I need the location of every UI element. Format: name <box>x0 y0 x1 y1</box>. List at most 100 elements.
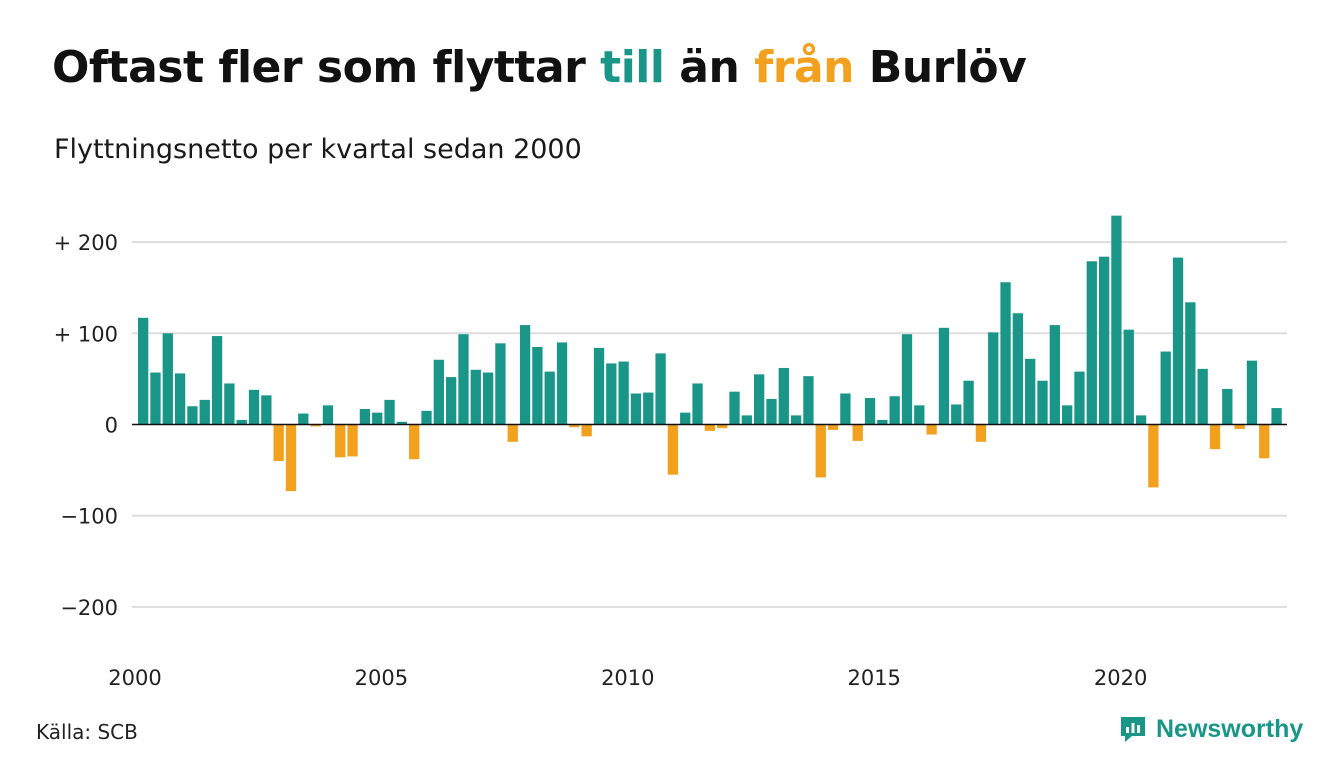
title-word-fran: från <box>754 42 854 93</box>
bar <box>630 393 642 425</box>
bar <box>261 395 272 425</box>
bar <box>1234 424 1245 430</box>
newsworthy-logo-icon <box>1121 717 1145 742</box>
bar <box>852 424 863 441</box>
bar <box>1246 360 1258 425</box>
bar <box>1098 256 1110 425</box>
bar <box>1271 408 1282 425</box>
bar <box>236 419 247 425</box>
x-tick-label: 2005 <box>355 666 408 690</box>
bar <box>162 333 173 425</box>
bar <box>926 424 937 435</box>
bar <box>803 376 814 425</box>
bar <box>1012 313 1024 425</box>
bar <box>187 406 198 425</box>
bar <box>1123 329 1134 425</box>
bar <box>606 363 617 425</box>
bar <box>1049 325 1060 425</box>
bar <box>1160 351 1171 425</box>
bar <box>174 373 186 425</box>
bar <box>569 424 580 428</box>
title-part-1: Oftast fler som flyttar <box>52 42 601 93</box>
bar <box>1222 388 1233 425</box>
bar <box>790 415 802 425</box>
bar <box>643 392 654 425</box>
bar <box>384 399 395 425</box>
bar <box>1197 368 1208 425</box>
bar <box>482 372 494 425</box>
bar <box>1037 380 1048 425</box>
y-tick-label: + 100 <box>54 322 118 346</box>
x-tick-label: 2010 <box>601 666 654 690</box>
bar <box>310 424 321 427</box>
bar <box>840 393 851 425</box>
bar <box>778 367 789 425</box>
bar <box>914 405 925 425</box>
bar <box>741 415 752 425</box>
bar <box>372 412 383 425</box>
bar <box>951 404 962 425</box>
bar <box>581 424 592 437</box>
bar <box>1074 371 1085 425</box>
bar <box>754 374 765 425</box>
y-tick-label: 0 <box>105 414 118 438</box>
bar <box>1062 405 1073 425</box>
bar <box>544 371 555 425</box>
bar <box>446 377 457 425</box>
title-part-2: än <box>664 42 755 93</box>
bar <box>667 424 679 475</box>
bar <box>519 325 531 425</box>
bar <box>359 409 371 425</box>
chart-subtitle: Flyttningsnetto per kvartal sedan 2000 <box>54 134 582 165</box>
x-tick-label: 2020 <box>1094 666 1147 690</box>
bar <box>864 398 876 425</box>
bar <box>224 383 235 425</box>
bar <box>963 380 974 425</box>
bar <box>470 369 481 425</box>
bar <box>199 399 210 425</box>
x-tick-label: 2015 <box>847 666 900 690</box>
bar <box>458 334 469 425</box>
bar <box>322 405 334 425</box>
bar <box>1000 282 1011 425</box>
bar <box>495 343 506 425</box>
bar <box>1111 215 1122 425</box>
bar <box>766 398 777 425</box>
bar <box>507 424 518 442</box>
bar <box>901 334 913 425</box>
title-word-till: till <box>600 42 665 93</box>
bar <box>680 412 691 425</box>
bar <box>975 424 987 442</box>
bar <box>248 389 260 425</box>
bar <box>409 424 420 460</box>
bar <box>1185 302 1196 425</box>
bar <box>556 342 568 425</box>
bar <box>138 317 149 425</box>
bar <box>692 383 703 425</box>
bar <box>618 361 629 425</box>
bar <box>889 396 900 425</box>
bar <box>877 419 888 425</box>
brand-logo: Newsworthy <box>1118 714 1303 744</box>
bar <box>1135 415 1147 425</box>
bar <box>1259 424 1270 459</box>
bar <box>827 424 839 430</box>
bar <box>938 327 950 425</box>
bar <box>211 336 223 425</box>
title-part-3: Burlöv <box>853 42 1027 93</box>
bar <box>298 413 309 425</box>
bar <box>335 424 346 458</box>
bar <box>433 359 444 425</box>
bar <box>273 424 284 461</box>
bar <box>655 353 666 425</box>
bar <box>729 391 740 425</box>
bar <box>988 332 999 425</box>
bar <box>1086 261 1097 425</box>
bar <box>1148 424 1159 488</box>
bar <box>1209 424 1221 450</box>
bar <box>1025 358 1036 425</box>
bar <box>815 424 826 478</box>
bar <box>347 424 358 457</box>
bar <box>1172 257 1184 425</box>
